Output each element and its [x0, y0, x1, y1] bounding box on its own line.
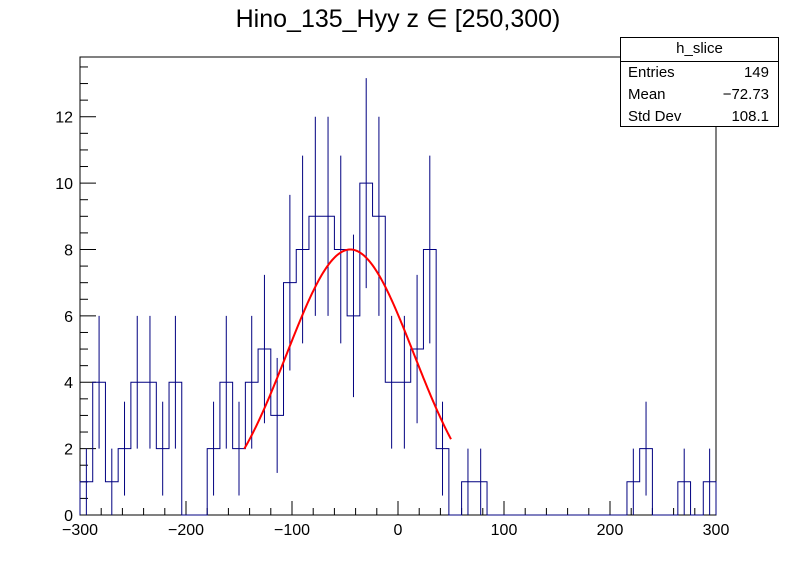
stats-stddev-label: Std Dev: [628, 108, 682, 125]
x-tick-label: 200: [597, 522, 624, 539]
x-tick-label: −200: [168, 522, 204, 539]
stats-row-mean: Mean −72.73: [621, 84, 778, 106]
stats-entries-value: 149: [743, 64, 769, 81]
stats-mean-value: −72.73: [722, 86, 769, 103]
stats-row-entries: Entries 149: [621, 62, 778, 84]
x-tick-label: −100: [274, 522, 310, 539]
y-tick-label: 12: [55, 110, 73, 127]
x-tick-label: 100: [491, 522, 518, 539]
x-axis: −300 −200 −100 0 100 200 300: [62, 501, 729, 539]
y-tick-label: 10: [55, 176, 73, 193]
y-tick-label: 0: [64, 508, 73, 525]
stats-stddev-value: 108.1: [731, 108, 769, 125]
error-bars: [85, 78, 711, 515]
stats-box: h_slice Entries 149 Mean −72.73 Std Dev …: [620, 37, 779, 127]
stats-entries-label: Entries: [628, 64, 675, 81]
histogram-outline: [79, 182, 717, 516]
y-tick-label: 6: [64, 309, 73, 326]
y-tick-label: 8: [64, 242, 73, 259]
stats-box-title: h_slice: [621, 38, 778, 62]
chart-title: Hino_135_Hyy z ∈ [250,300): [235, 5, 561, 33]
stats-row-stddev: Std Dev 108.1: [621, 106, 778, 128]
gaussian-fit-curve: [243, 248, 452, 450]
y-tick-label: 2: [64, 442, 73, 459]
x-tick-label: 0: [394, 522, 403, 539]
y-axis: 0 2 4 6 8 10 12: [55, 66, 96, 525]
x-tick-label: 300: [703, 522, 730, 539]
x-tick-label: −300: [62, 522, 98, 539]
stats-mean-label: Mean: [628, 86, 666, 103]
y-tick-label: 4: [64, 375, 73, 392]
